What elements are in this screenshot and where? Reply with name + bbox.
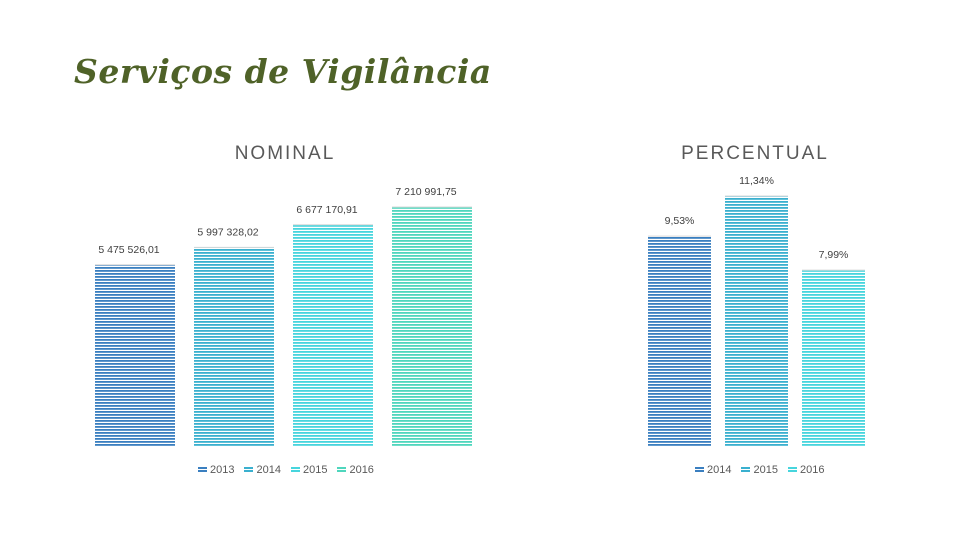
legend-item-2015: 2015 <box>741 464 778 476</box>
legend-label: 2016 <box>349 464 374 476</box>
data-label-2014: 5 997 328,02 <box>197 226 258 238</box>
data-label-2015: 6 677 170,91 <box>296 204 357 216</box>
legend-swatch <box>787 467 797 473</box>
legend-label: 2015 <box>753 464 778 476</box>
legend-item-2014: 2014 <box>695 464 731 476</box>
data-label-2014: 9,53% <box>665 215 695 227</box>
legend-item-2014: 2014 <box>244 464 281 476</box>
percentual-legend: 2014 2015 2016 <box>695 464 824 476</box>
legend-swatch <box>244 467 254 473</box>
legend-swatch <box>695 467 704 473</box>
legend-item-2016: 2016 <box>787 464 825 476</box>
legend-swatch <box>337 467 347 473</box>
bar-2015 <box>725 196 788 447</box>
nominal-chart-title: NOMINAL <box>234 143 336 164</box>
bar-2013 <box>95 264 175 447</box>
legend-swatch <box>290 467 300 473</box>
legend-label: 2014 <box>707 464 732 476</box>
legend-label: 2016 <box>799 464 825 476</box>
bar-2016 <box>802 270 865 447</box>
legend-item-2013: 2013 <box>198 464 234 476</box>
legend-label: 2014 <box>256 464 281 476</box>
data-label-2016: 7,99% <box>819 249 849 261</box>
legend-label: 2015 <box>302 464 328 476</box>
nominal-legend: 2013 2014 2015 2016 <box>198 464 374 476</box>
data-label-2013: 5 475 526,01 <box>98 244 159 256</box>
legend-swatch <box>198 467 207 473</box>
bar-2014 <box>194 247 274 447</box>
legend-item-2016: 2016 <box>337 464 374 476</box>
bar-2015 <box>293 224 373 447</box>
legend-label: 2013 <box>210 464 235 476</box>
legend-swatch <box>741 467 751 473</box>
bar-2016 <box>392 207 472 447</box>
data-label-2016: 7 210 991,75 <box>395 186 456 198</box>
data-label-2015: 11,34% <box>739 175 774 187</box>
legend-item-2015: 2015 <box>290 464 328 476</box>
page-title: Serviços de Vigilância <box>74 52 492 91</box>
percentual-chart-title: PERCENTUAL <box>681 143 829 164</box>
bar-2014 <box>648 236 711 447</box>
